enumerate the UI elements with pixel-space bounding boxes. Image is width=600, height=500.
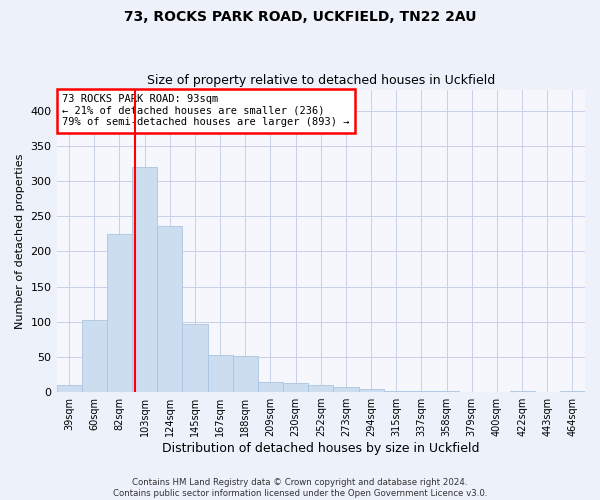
Bar [383, 390, 409, 392]
Bar [82, 320, 107, 392]
X-axis label: Distribution of detached houses by size in Uckfield: Distribution of detached houses by size … [162, 442, 479, 455]
Bar [233, 356, 258, 392]
Text: 73, ROCKS PARK ROAD, UCKFIELD, TN22 2AU: 73, ROCKS PARK ROAD, UCKFIELD, TN22 2AU [124, 10, 476, 24]
Bar [107, 234, 132, 392]
Bar [409, 390, 434, 392]
Bar [560, 390, 585, 392]
Bar [308, 385, 334, 392]
Bar [182, 324, 208, 392]
Bar [283, 383, 308, 392]
Bar [56, 385, 82, 392]
Bar [132, 167, 157, 392]
Bar [359, 390, 383, 392]
Text: 73 ROCKS PARK ROAD: 93sqm
← 21% of detached houses are smaller (236)
79% of semi: 73 ROCKS PARK ROAD: 93sqm ← 21% of detac… [62, 94, 349, 128]
Y-axis label: Number of detached properties: Number of detached properties [15, 153, 25, 328]
Bar [334, 387, 359, 392]
Bar [157, 226, 182, 392]
Bar [509, 390, 535, 392]
Text: Contains HM Land Registry data © Crown copyright and database right 2024.
Contai: Contains HM Land Registry data © Crown c… [113, 478, 487, 498]
Bar [208, 355, 233, 392]
Bar [258, 382, 283, 392]
Title: Size of property relative to detached houses in Uckfield: Size of property relative to detached ho… [146, 74, 495, 87]
